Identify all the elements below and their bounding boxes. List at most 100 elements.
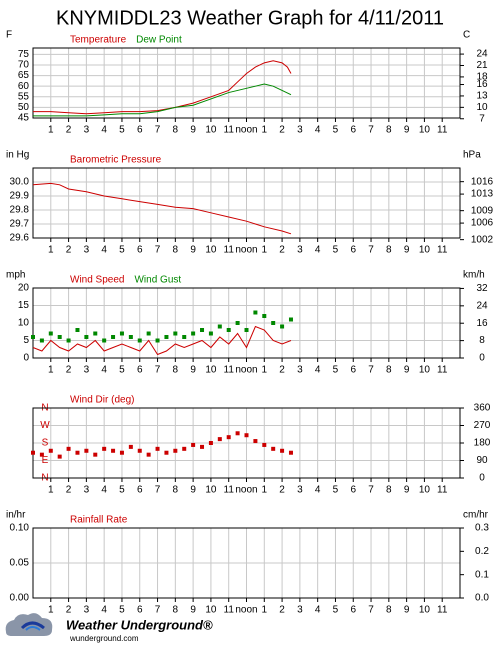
x-tick-label: 1 <box>262 365 268 376</box>
x-tick-label: 6 <box>350 485 356 496</box>
x-tick-label: 8 <box>173 365 179 376</box>
data-point <box>39 338 44 343</box>
y-tick-label: 20 <box>18 283 30 294</box>
x-tick-label: 2 <box>279 365 285 376</box>
data-point <box>93 331 98 336</box>
logo <box>5 613 53 636</box>
x-tick-label: 3 <box>84 125 90 136</box>
logo-arc <box>25 626 41 631</box>
x-tick-label: 6 <box>137 485 143 496</box>
x-tick-label: 2 <box>279 245 285 256</box>
data-point <box>244 433 249 438</box>
x-tick-label: noon <box>235 605 257 616</box>
data-point <box>200 328 205 332</box>
data-point <box>280 448 285 453</box>
y-tick-label: S <box>42 438 49 449</box>
x-tick-label: 2 <box>66 125 72 136</box>
legend-label: Wind Dir (deg) <box>70 395 134 406</box>
x-tick-label: 3 <box>84 365 90 376</box>
x-tick-label: 4 <box>315 125 321 136</box>
x-tick-label: 2 <box>66 605 72 616</box>
y2-tick-label: 0 <box>479 353 485 364</box>
x-tick-label: 10 <box>419 365 431 376</box>
x-tick-label: 3 <box>297 245 303 256</box>
data-point <box>137 448 142 453</box>
x-tick-label: noon <box>235 125 257 136</box>
x-tick-label: 6 <box>350 605 356 616</box>
x-tick-label: 8 <box>386 245 392 256</box>
x-tick-label: 4 <box>315 605 321 616</box>
y-tick-label: 29.8 <box>10 205 30 216</box>
x-tick-label: 7 <box>155 245 161 256</box>
x-tick-label: 11 <box>224 485 235 496</box>
y-tick-label: 0.05 <box>10 558 30 569</box>
y2-tick-label: 13 <box>476 91 488 102</box>
data-point <box>66 446 71 451</box>
x-tick-label: 9 <box>190 245 196 256</box>
y-tick-label: 29.7 <box>10 219 30 230</box>
data-point <box>182 335 187 339</box>
x-tick-label: 6 <box>350 245 356 256</box>
x-tick-label: 1 <box>262 605 268 616</box>
x-tick-label: 9 <box>190 125 196 136</box>
data-point <box>84 335 89 339</box>
x-tick-label: 9 <box>404 605 410 616</box>
data-point <box>75 450 80 455</box>
data-point <box>173 448 178 453</box>
x-tick-label: 8 <box>386 485 392 496</box>
data-point <box>146 452 151 457</box>
x-tick-label: 11 <box>224 245 235 256</box>
plot-border <box>32 167 461 239</box>
data-point <box>146 331 151 336</box>
x-tick-label: 10 <box>205 365 217 376</box>
x-tick-label: 5 <box>333 485 339 496</box>
data-line <box>32 325 292 356</box>
y2-tick-label: 270 <box>474 420 491 431</box>
data-point <box>173 331 178 336</box>
x-tick-label: 7 <box>155 125 161 136</box>
x-tick-label: 1 <box>48 485 54 496</box>
x-tick-label: 5 <box>333 605 339 616</box>
plot-border <box>32 407 461 479</box>
y-tick-label: 45 <box>18 113 30 124</box>
x-tick-label: 10 <box>205 245 217 256</box>
panel: 1 2 3 4 5 6 7 8 9 10 11 noon 1 2 3 4 5 6 7 8 9 10 1129.629.729… <box>6 150 494 256</box>
x-tick-label: 10 <box>419 485 431 496</box>
x-tick-label: 7 <box>155 605 161 616</box>
data-point <box>57 454 62 459</box>
x-tick-label: 4 <box>315 485 321 496</box>
y2-tick-label: 1016 <box>471 176 494 187</box>
data-point <box>75 328 80 332</box>
y2-tick-label: 18 <box>476 72 488 83</box>
data-point <box>119 331 124 336</box>
plot-border <box>32 527 461 599</box>
legend-label: Wind Gust <box>134 275 181 286</box>
x-tick-label: 2 <box>66 485 72 496</box>
x-tick-label: 1 <box>262 245 268 256</box>
y-tick-label: 29.6 <box>10 233 30 244</box>
y-tick-label: 75 <box>18 49 30 60</box>
x-tick-label: 4 <box>101 245 107 256</box>
x-tick-label: 7 <box>368 245 374 256</box>
x-tick-label: 11 <box>224 365 235 376</box>
x-tick-label: 7 <box>155 485 161 496</box>
data-point <box>102 338 107 343</box>
x-tick-label: 8 <box>386 125 392 136</box>
legend-label: Wind Speed <box>70 275 124 286</box>
data-point <box>253 310 258 315</box>
data-point <box>155 446 160 451</box>
x-tick-label: 1 <box>262 485 268 496</box>
data-point <box>280 324 285 329</box>
x-tick-label: 8 <box>386 605 392 616</box>
x-tick-label: 11 <box>437 485 448 496</box>
y-tick-label: W <box>40 420 50 431</box>
x-tick-label: 10 <box>205 125 217 136</box>
x-tick-label: 7 <box>368 485 374 496</box>
x-tick-label: 9 <box>404 245 410 256</box>
y2-tick-label: 24 <box>476 49 488 60</box>
page-title: KNYMIDDL23 Weather Graph for 4/11/2011 <box>56 7 444 29</box>
x-tick-label: 3 <box>84 485 90 496</box>
x-tick-label: 7 <box>368 125 374 136</box>
x-tick-label: 2 <box>66 245 72 256</box>
y2-tick-label: 0 <box>479 473 485 484</box>
